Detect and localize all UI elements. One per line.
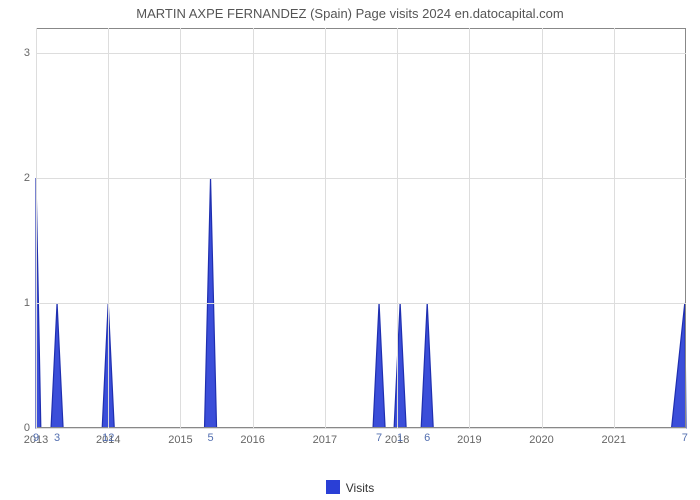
gridline-vertical bbox=[253, 28, 254, 428]
gridline-vertical bbox=[397, 28, 398, 428]
legend: Visits bbox=[0, 480, 700, 495]
ytick-label: 1 bbox=[24, 297, 30, 309]
gridline-horizontal bbox=[36, 178, 686, 179]
legend-swatch bbox=[326, 480, 340, 494]
gridline-vertical bbox=[180, 28, 181, 428]
xtick-label: 2017 bbox=[313, 434, 337, 446]
ytick-label: 0 bbox=[24, 422, 30, 434]
spike-value-label: 5 bbox=[207, 432, 213, 444]
gridline-vertical bbox=[542, 28, 543, 428]
spike-value-label: 3 bbox=[54, 432, 60, 444]
gridline-horizontal bbox=[36, 303, 686, 304]
spike-value-label: 6 bbox=[424, 432, 430, 444]
gridline-vertical bbox=[325, 28, 326, 428]
series-area bbox=[36, 28, 686, 428]
spike-value-label: 9 bbox=[33, 432, 39, 444]
xtick-label: 2019 bbox=[457, 434, 481, 446]
chart-title: MARTIN AXPE FERNANDEZ (Spain) Page visit… bbox=[0, 6, 700, 21]
gridline-horizontal bbox=[36, 428, 686, 429]
gridline-vertical bbox=[469, 28, 470, 428]
spike-value-label: 1 bbox=[397, 432, 403, 444]
plot-area: 0123201320142015201620172018201920202021… bbox=[36, 28, 686, 428]
xtick-label: 2021 bbox=[602, 434, 626, 446]
gridline-horizontal bbox=[36, 53, 686, 54]
gridline-vertical bbox=[614, 28, 615, 428]
xtick-label: 2020 bbox=[529, 434, 553, 446]
gridline-vertical bbox=[108, 28, 109, 428]
gridline-vertical bbox=[36, 28, 37, 428]
spike-value-label: 12 bbox=[102, 432, 114, 444]
xtick-label: 2015 bbox=[168, 434, 192, 446]
xtick-label: 2016 bbox=[240, 434, 264, 446]
legend-label: Visits bbox=[346, 481, 374, 495]
spike-value-label: 7 bbox=[682, 432, 688, 444]
chart-container: MARTIN AXPE FERNANDEZ (Spain) Page visit… bbox=[0, 0, 700, 500]
ytick-label: 3 bbox=[24, 47, 30, 59]
spike-value-label: 7 bbox=[376, 432, 382, 444]
ytick-label: 2 bbox=[24, 172, 30, 184]
